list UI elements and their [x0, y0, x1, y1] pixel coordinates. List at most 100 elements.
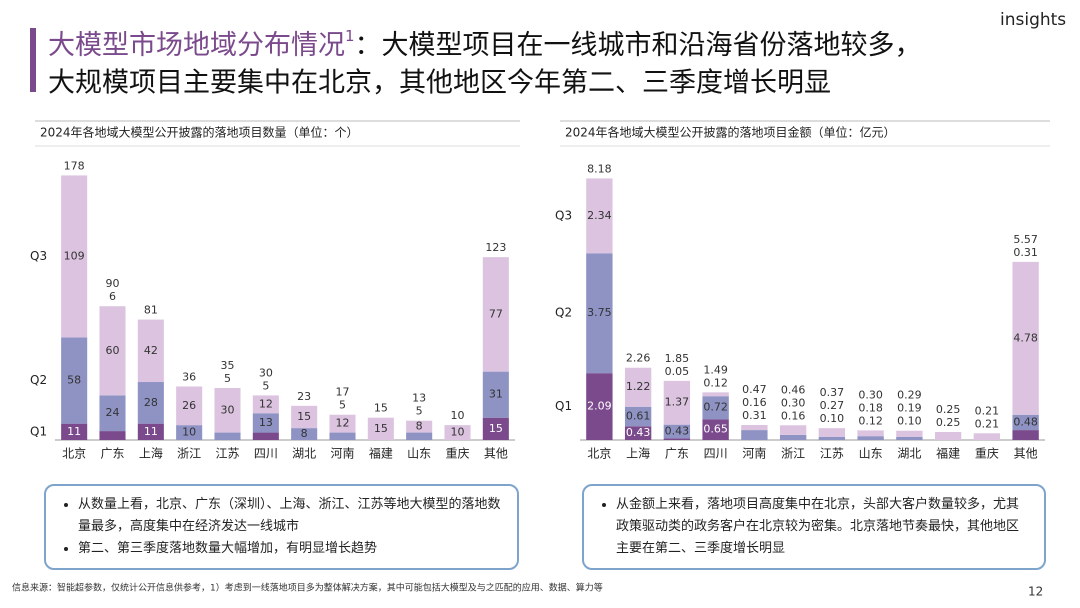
total-label: 30	[259, 366, 273, 379]
chart-title: 2024年各地域大模型公开披露的落地项目数量（单位：个）	[40, 125, 359, 140]
x-tick-label: 湖北	[897, 446, 921, 461]
x-tick-label: 山东	[859, 447, 883, 461]
value-label: 0.18	[858, 401, 883, 414]
value-label: 0.12	[703, 376, 728, 389]
slide-title-line2: 大规模项目主要集中在北京，其他地区今年第二、三季度增长明显	[48, 68, 831, 99]
value-label: 0.25	[936, 416, 961, 429]
value-label: 24	[106, 406, 120, 419]
bar-segment	[586, 253, 613, 374]
bar-segment	[291, 405, 318, 429]
bar-segment	[214, 387, 241, 433]
x-tick-label: 广东	[100, 447, 124, 461]
total-label: 0.25	[936, 403, 961, 416]
total-label: 1.49	[703, 363, 728, 376]
bar-segment	[406, 432, 433, 440]
bar-segment	[99, 306, 126, 396]
value-label: 0.65	[703, 423, 728, 436]
x-tick-label: 重庆	[445, 447, 469, 461]
total-label: 5.57	[1013, 233, 1038, 246]
value-label: 0.12	[858, 414, 883, 427]
bar-segment	[329, 414, 356, 433]
total-label: 90	[106, 277, 120, 290]
total-label: 23	[297, 390, 311, 403]
x-tick-label: 上海	[139, 446, 163, 461]
legend-label: Q3	[30, 249, 47, 263]
bar-segment	[1012, 430, 1039, 440]
x-tick-label: 河南	[742, 446, 766, 461]
bar-segment	[99, 395, 126, 432]
bar-segment	[663, 424, 691, 439]
value-label: 10	[182, 426, 196, 439]
value-label: 0.16	[781, 409, 806, 422]
bar-segment	[586, 373, 613, 440]
total-label: 10	[451, 409, 465, 422]
value-label: 0.21	[975, 417, 1000, 430]
value-label: 0.10	[897, 415, 922, 428]
bar-segment	[779, 434, 807, 440]
bar-segment	[291, 428, 318, 440]
value-label: 15	[297, 410, 311, 423]
bar-segment	[934, 432, 962, 440]
bar-segment	[702, 392, 729, 397]
value-label: 3.75	[587, 306, 612, 319]
value-label: 0.61	[626, 409, 651, 422]
x-tick-label: 上海	[626, 446, 650, 461]
total-label: 0.46	[781, 383, 806, 396]
bar-segment	[482, 417, 509, 440]
bar-segment	[818, 436, 846, 440]
bar-segment	[482, 257, 509, 372]
bar-segment	[444, 425, 471, 440]
value-label: 60	[106, 344, 120, 357]
x-tick-label: 河南	[330, 446, 354, 461]
bar-segment	[252, 413, 279, 433]
bar-segment	[586, 178, 613, 254]
total-label: 13	[412, 392, 426, 405]
bar-segment	[1012, 261, 1039, 415]
total-label: 15	[374, 402, 388, 415]
value-label: 42	[144, 344, 158, 357]
bar-segment	[482, 371, 509, 418]
value-label: 0.43	[665, 425, 690, 438]
value-label: 0.16	[742, 396, 767, 409]
bar-segment	[214, 432, 241, 440]
value-label: 11	[67, 425, 81, 438]
value-label: 30	[221, 403, 235, 416]
value-label: 1.22	[626, 380, 651, 393]
bar-segment	[624, 426, 652, 440]
value-label: 5	[416, 405, 423, 418]
value-label: 0.05	[665, 365, 690, 378]
value-label: 0.31	[742, 409, 767, 422]
bar-segment	[137, 382, 164, 424]
note-item: 第二、第三季度落地数量大幅增加，有明显增长趋势	[78, 538, 503, 560]
total-label: 0.47	[742, 383, 767, 396]
total-label: 35	[221, 359, 235, 372]
total-label: 1.85	[665, 352, 690, 365]
legend-label: Q2	[555, 306, 572, 320]
footer: 信息来源：智能超参数，仅统计公开信息供参考，1）考虑到一线落地项目多为整体解决方…	[12, 582, 603, 594]
bar-segment	[973, 433, 1001, 440]
bar-segment	[818, 428, 846, 437]
legend-label: Q2	[30, 373, 47, 387]
legend-label: Q1	[555, 399, 572, 413]
bar-segment	[176, 425, 203, 440]
value-label: 0.43	[626, 426, 651, 439]
bar-segment	[741, 424, 768, 431]
note-item: 从数量上看，北京、广东（深圳）、上海、浙江、江苏等地大模型的落地数量最多，高度集…	[78, 494, 503, 538]
note-list: 从金额上来看，落地项目高度集中在北京，头部大客户数量较多，尤其政策驱动类的政务客…	[602, 494, 1030, 560]
x-tick-label: 重庆	[975, 447, 999, 461]
x-tick-label: 福建	[936, 446, 960, 461]
value-label: 6	[109, 290, 116, 303]
x-tick-label: 其他	[484, 447, 508, 461]
legend-label: Q1	[30, 424, 47, 438]
x-tick-label: 湖北	[292, 446, 316, 461]
value-label: 2.34	[587, 209, 612, 222]
bar-segment	[857, 436, 884, 440]
x-tick-label: 四川	[254, 447, 278, 461]
bar-segment	[624, 406, 652, 427]
x-tick-label: 广东	[665, 447, 689, 461]
bar-segment	[61, 175, 88, 338]
x-tick-label: 山东	[407, 447, 431, 461]
bar-segment	[252, 432, 279, 440]
bar-segment	[702, 419, 729, 440]
value-label: 2.09	[587, 400, 612, 413]
